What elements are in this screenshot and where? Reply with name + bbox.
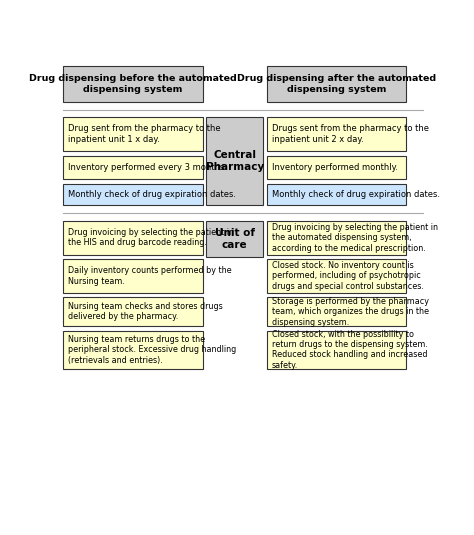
Text: Drug invoicing by selecting the patient in
the automated dispensing system,
acco: Drug invoicing by selecting the patient … xyxy=(272,223,438,253)
FancyBboxPatch shape xyxy=(63,184,202,205)
Text: Drug dispensing after the automated
dispensing system: Drug dispensing after the automated disp… xyxy=(237,74,436,94)
FancyBboxPatch shape xyxy=(267,221,406,255)
Text: Drugs sent from the pharmacy to the
inpatient unit 2 x day.: Drugs sent from the pharmacy to the inpa… xyxy=(272,124,428,143)
FancyBboxPatch shape xyxy=(267,156,406,179)
Text: Nursing team returns drugs to the
peripheral stock. Excessive drug handling
(ret: Nursing team returns drugs to the periph… xyxy=(68,335,236,364)
Text: Drug sent from the pharmacy to the
inpatient unit 1 x day.: Drug sent from the pharmacy to the inpat… xyxy=(68,124,220,143)
FancyBboxPatch shape xyxy=(63,156,202,179)
Text: Unit of
care: Unit of care xyxy=(215,228,255,250)
FancyBboxPatch shape xyxy=(63,259,202,293)
FancyBboxPatch shape xyxy=(206,117,263,205)
Text: Central
Pharmacy: Central Pharmacy xyxy=(206,150,264,172)
FancyBboxPatch shape xyxy=(267,184,406,205)
Text: Inventory performed monthly.: Inventory performed monthly. xyxy=(272,163,398,172)
Text: Storage is performed by the pharmacy
team, which organizes the drugs in the
disp: Storage is performed by the pharmacy tea… xyxy=(272,297,428,327)
FancyBboxPatch shape xyxy=(267,331,406,369)
FancyBboxPatch shape xyxy=(267,259,406,293)
Text: Inventory performed every 3 months.: Inventory performed every 3 months. xyxy=(68,163,227,172)
FancyBboxPatch shape xyxy=(206,221,263,257)
FancyBboxPatch shape xyxy=(63,221,202,255)
FancyBboxPatch shape xyxy=(63,331,202,369)
Text: Nursing team checks and stores drugs
delivered by the pharmacy.: Nursing team checks and stores drugs del… xyxy=(68,302,222,322)
FancyBboxPatch shape xyxy=(267,117,406,151)
FancyBboxPatch shape xyxy=(63,66,202,102)
Text: Drug invoicing by selecting the patient in
the HIS and drug barcode reading.: Drug invoicing by selecting the patient … xyxy=(68,228,234,247)
FancyBboxPatch shape xyxy=(63,297,202,326)
Text: Closed stock. No inventory count is
performed, including of psychotropic
drugs a: Closed stock. No inventory count is perf… xyxy=(272,261,423,291)
Text: Closed stock, with the possibility to
return drugs to the dispensing system.
Red: Closed stock, with the possibility to re… xyxy=(272,330,428,370)
FancyBboxPatch shape xyxy=(63,117,202,151)
Text: Daily inventory counts performed by the
Nursing team.: Daily inventory counts performed by the … xyxy=(68,266,231,286)
FancyBboxPatch shape xyxy=(267,297,406,326)
Text: Monthly check of drug expiration dates.: Monthly check of drug expiration dates. xyxy=(68,190,236,199)
FancyBboxPatch shape xyxy=(267,66,406,102)
Text: Drug dispensing before the automated
dispensing system: Drug dispensing before the automated dis… xyxy=(29,74,237,94)
Text: Monthly check of drug expiration dates.: Monthly check of drug expiration dates. xyxy=(272,190,439,199)
